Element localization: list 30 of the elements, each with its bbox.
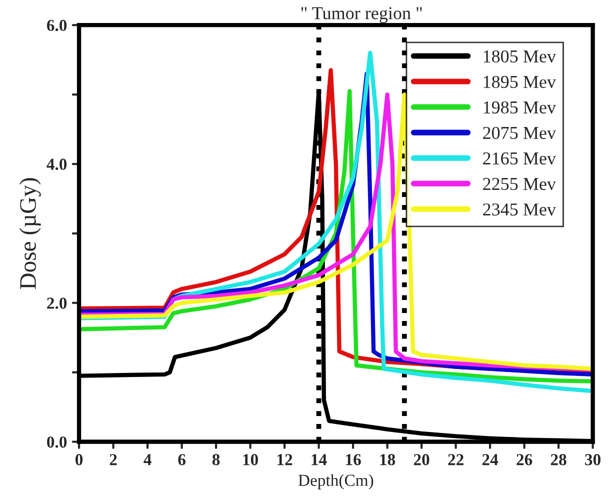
x-tick-label: 12 xyxy=(278,454,292,466)
x-tick-label: 14 xyxy=(312,454,327,466)
x-tick-label: 18 xyxy=(380,454,396,466)
text: " Tumor region " xyxy=(301,7,422,24)
x-axis-title: Depth(Cm) xyxy=(298,474,374,490)
legend-label: 2345 Mev xyxy=(483,203,556,216)
y-tick-label: 2.0 xyxy=(47,298,67,309)
x-tick-label: 28 xyxy=(550,454,566,466)
y-axis-title: Dose (µGy) xyxy=(19,178,41,290)
x-tick-label: 22 xyxy=(448,454,464,466)
legend-label: 2075 Mev xyxy=(483,126,556,140)
x-tick-label: 24 xyxy=(482,454,498,466)
x-tick-label: 6 xyxy=(178,454,186,466)
legend-label: 1985 Mev xyxy=(484,101,556,114)
y-tick-label: 6.0 xyxy=(46,20,67,32)
legend-label: 2255 Mev xyxy=(483,178,556,190)
x-tick-label: 10 xyxy=(243,454,258,466)
y-tick-label: 4.0 xyxy=(46,158,67,170)
y-tick-label: 0.0 xyxy=(47,436,67,448)
x-tick-label: 30 xyxy=(585,454,600,466)
x-tick-label: 20 xyxy=(414,454,430,466)
x-tick-label: 2 xyxy=(110,454,117,466)
legend-label: 1895 Mev xyxy=(484,76,556,88)
x-tick-label: 8 xyxy=(212,454,220,466)
x-tick-label: 4 xyxy=(144,454,152,466)
x-tick-label: 0 xyxy=(76,454,83,466)
x-tick-label: 16 xyxy=(346,454,361,466)
x-tick-label: 26 xyxy=(516,454,532,466)
legend-label: 1805 Mev xyxy=(484,50,556,62)
legend-label: 2165 Mev xyxy=(483,152,556,165)
